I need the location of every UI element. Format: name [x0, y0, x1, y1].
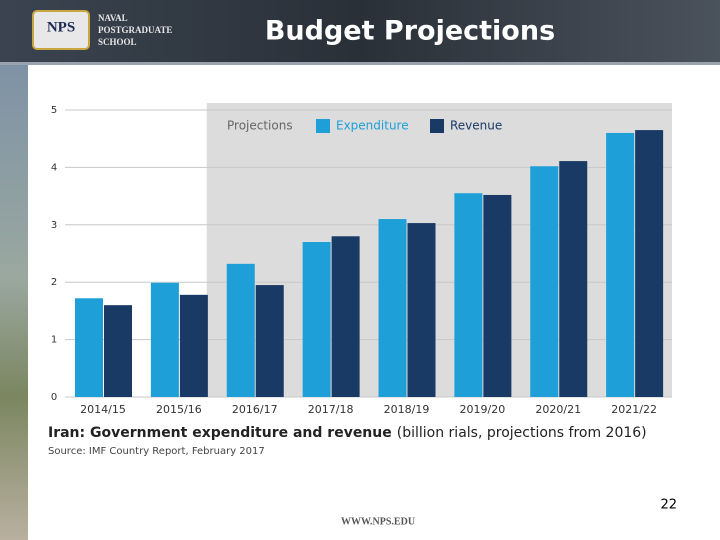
bar	[179, 294, 208, 397]
bar	[302, 242, 331, 397]
bar	[454, 193, 483, 397]
legend-title: Projections	[227, 119, 293, 133]
x-tick-label: 2014/15	[80, 403, 126, 416]
bar	[559, 161, 588, 397]
x-tick-label: 2019/20	[460, 403, 506, 416]
chart-title: Iran: Government expenditure and revenue	[48, 425, 392, 441]
y-tick-label: 1	[51, 335, 57, 346]
x-tick-label: 2016/17	[232, 403, 278, 416]
school-name: POSTGRADUATE	[98, 25, 172, 35]
projection-shade	[206, 103, 672, 397]
footer-url: WWW.NPS.EDU	[341, 516, 415, 527]
legend-swatch	[316, 119, 330, 133]
legend-label: Expenditure	[336, 119, 409, 133]
chart: 0 1 2 3 4 5 2014/15 2015/16 2016/17 2017/18 2018/1…	[48, 103, 672, 457]
chart-subtitle: (billion rials, projections from 2016)	[397, 425, 647, 441]
header-rule	[0, 62, 720, 65]
page-number: 22	[660, 498, 677, 513]
bar	[530, 166, 559, 397]
bar	[378, 219, 407, 397]
x-tick-label: 2020/21	[535, 403, 581, 416]
legend-label: Revenue	[450, 119, 502, 133]
photo-strip	[0, 62, 28, 540]
x-tick-label: 2018/19	[384, 403, 430, 416]
legend-swatch	[430, 119, 444, 133]
y-tick-label: 0	[51, 392, 57, 403]
school-name: SCHOOL	[98, 37, 137, 47]
y-tick-label: 3	[51, 220, 57, 231]
bar	[104, 305, 132, 397]
y-tick-label: 2	[51, 277, 57, 288]
x-tick-label: 2015/16	[156, 403, 202, 416]
bar	[75, 298, 103, 397]
y-tick-label: 5	[51, 105, 57, 116]
x-tick-label: 2017/18	[308, 403, 354, 416]
bar	[150, 282, 179, 397]
chart-caption: Iran: Government expenditure and revenue…	[48, 425, 647, 441]
bar	[407, 223, 436, 397]
slide-title: Budget Projections	[265, 16, 555, 47]
bar	[483, 194, 512, 397]
logo-text: NPS	[47, 19, 75, 35]
chart-source: Source: IMF Country Report, February 201…	[48, 446, 265, 457]
header-bar	[0, 0, 720, 62]
y-tick-label: 4	[51, 162, 57, 173]
bar	[606, 132, 635, 397]
x-tick-label: 2021/22	[611, 403, 657, 416]
bar	[635, 130, 664, 397]
bar	[331, 236, 360, 397]
bar	[226, 263, 255, 397]
bar	[255, 285, 284, 397]
school-name: NAVAL	[98, 13, 128, 23]
logo	[32, 10, 90, 50]
